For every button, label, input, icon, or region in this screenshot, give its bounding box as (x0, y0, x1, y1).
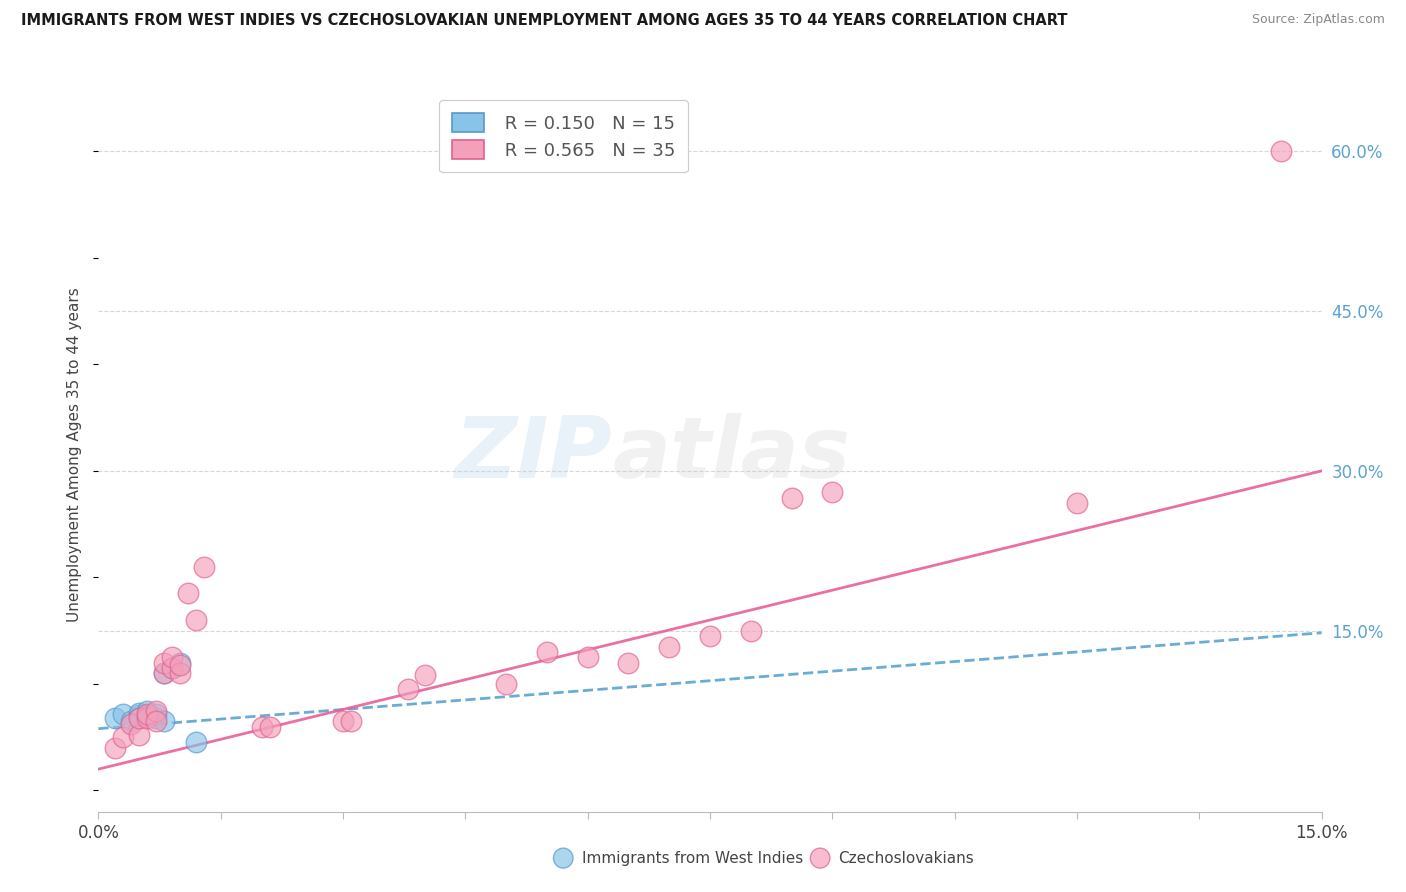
Point (145, 714, 167, 729)
Point (169, 657, 191, 672)
Point (120, 717, 142, 731)
Point (160, 650, 183, 665)
Point (111, 730, 134, 744)
Point (136, 711, 159, 725)
Ellipse shape (810, 848, 830, 868)
Point (128, 711, 150, 725)
Point (169, 656, 191, 670)
Point (128, 706, 150, 720)
Point (145, 706, 167, 721)
Ellipse shape (554, 848, 574, 868)
Point (495, 677, 517, 691)
Point (128, 728, 150, 742)
Point (332, 714, 354, 729)
Text: Czechoslovakians: Czechoslovakians (838, 851, 974, 865)
Point (104, 711, 127, 725)
Point (396, 682, 419, 697)
Point (413, 668, 436, 682)
Point (136, 706, 159, 721)
Point (250, 719, 273, 733)
Point (658, 640, 681, 654)
Point (1270, 145, 1292, 159)
Text: atlas: atlas (612, 413, 851, 497)
Point (536, 645, 558, 659)
Point (699, 629, 721, 643)
Point (152, 666, 174, 681)
Point (120, 714, 142, 729)
Point (136, 709, 159, 723)
Text: Immigrants from West Indies: Immigrants from West Indies (582, 851, 803, 865)
Point (740, 624, 762, 638)
Point (160, 661, 183, 675)
Point (136, 704, 159, 718)
Point (780, 491, 803, 505)
Point (152, 656, 174, 670)
Point (111, 706, 134, 721)
Point (152, 666, 174, 681)
Point (160, 661, 183, 675)
Point (152, 714, 174, 729)
Point (1066, 496, 1088, 510)
Point (128, 711, 150, 725)
Point (576, 650, 599, 665)
Point (145, 711, 167, 725)
Text: Source: ZipAtlas.com: Source: ZipAtlas.com (1251, 13, 1385, 27)
Point (186, 735, 208, 749)
Point (169, 666, 191, 681)
Point (340, 714, 363, 729)
Point (821, 485, 844, 500)
Point (128, 707, 150, 722)
Legend:  R = 0.150   N = 15,  R = 0.565   N = 35: R = 0.150 N = 15, R = 0.565 N = 35 (439, 100, 688, 172)
Text: ZIP: ZIP (454, 413, 612, 497)
Point (186, 613, 208, 627)
Point (259, 719, 281, 733)
Point (617, 656, 640, 670)
Point (177, 586, 200, 600)
Point (104, 740, 127, 755)
Y-axis label: Unemployment Among Ages 35 to 44 years: Unemployment Among Ages 35 to 44 years (67, 287, 83, 623)
Point (193, 559, 215, 574)
Point (145, 704, 167, 718)
Text: IMMIGRANTS FROM WEST INDIES VS CZECHOSLOVAKIAN UNEMPLOYMENT AMONG AGES 35 TO 44 : IMMIGRANTS FROM WEST INDIES VS CZECHOSLO… (21, 13, 1067, 29)
